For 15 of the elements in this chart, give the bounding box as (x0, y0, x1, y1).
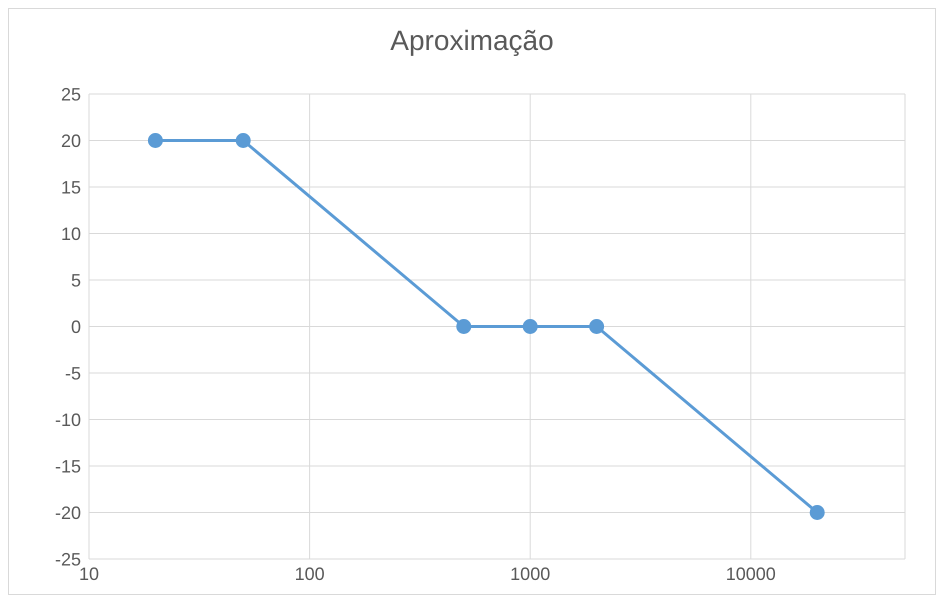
y-tick-label: 0 (70, 316, 81, 337)
y-tick-label: -5 (64, 363, 81, 384)
y-tick-label: -15 (54, 456, 81, 476)
x-tick-label: 1000 (510, 564, 550, 584)
x-tick-label: 100 (294, 564, 325, 584)
y-tick-label: -25 (54, 549, 81, 570)
y-tick-label: 25 (60, 84, 81, 104)
y-tick-label: 10 (60, 224, 81, 244)
x-tick-label: 10000 (726, 564, 776, 584)
y-tick-label: -10 (54, 410, 81, 430)
chart-title: Aproximação (389, 25, 555, 57)
y-tick-label: 5 (70, 270, 81, 290)
y-tick-label: -20 (54, 502, 81, 523)
y-tick-label: 20 (60, 130, 81, 151)
y-tick-label: 15 (60, 177, 81, 198)
